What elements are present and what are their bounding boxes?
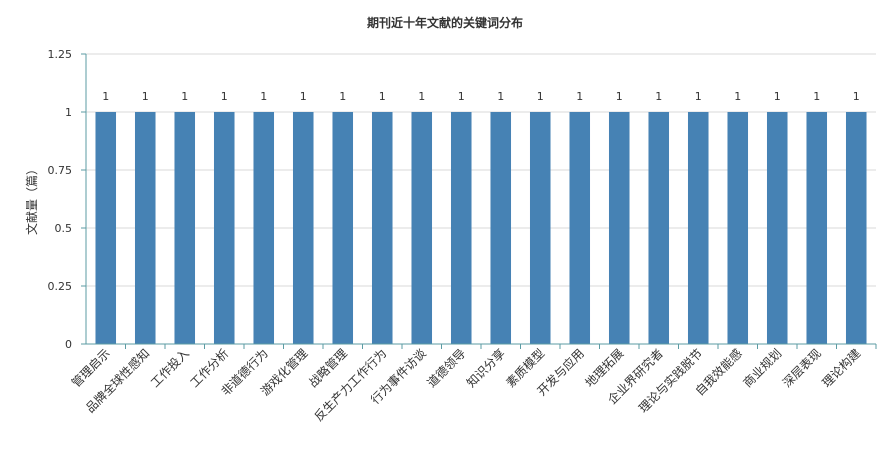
data-label: 1 (774, 90, 781, 103)
data-label: 1 (418, 90, 425, 103)
bar[interactable] (687, 112, 709, 344)
bar[interactable] (95, 112, 117, 344)
data-label: 1 (221, 90, 228, 103)
bar[interactable] (806, 112, 828, 344)
bar[interactable] (648, 112, 670, 344)
bar[interactable] (490, 112, 512, 344)
bar[interactable] (292, 112, 314, 344)
data-label: 1 (853, 90, 860, 103)
bar[interactable] (450, 112, 472, 344)
x-tick-label: 工作投入 (147, 346, 192, 391)
bar[interactable] (766, 112, 788, 344)
gridlines (86, 53, 876, 287)
data-label: 1 (695, 90, 702, 103)
y-tick-label: 1.25 (48, 48, 73, 61)
bar[interactable] (608, 112, 630, 344)
y-tick-label: 0.25 (48, 280, 73, 293)
bar[interactable] (332, 112, 354, 344)
y-axis-label: 文献量（篇） (24, 163, 39, 235)
y-tick-label: 0 (65, 338, 72, 351)
bar[interactable] (134, 112, 156, 344)
data-label: 1 (300, 90, 307, 103)
bar[interactable] (371, 112, 393, 344)
bar[interactable] (845, 112, 867, 344)
y-tick-label: 1 (65, 106, 72, 119)
x-tick-label: 商业规划 (740, 346, 785, 391)
y-tick-labels: 0 0.25 0.5 0.75 1 1.25 (48, 48, 86, 351)
x-tick-label: 深层表现 (780, 346, 824, 390)
bars (95, 112, 867, 344)
x-tick-label: 知识分享 (463, 346, 508, 391)
y-tick-label: 0.5 (55, 222, 73, 235)
bar[interactable] (529, 112, 551, 344)
data-label: 1 (616, 90, 623, 103)
data-label: 1 (813, 90, 820, 103)
data-label: 1 (142, 90, 149, 103)
x-tick-labels: 管理启示品牌全球性感知工作投入工作分析非道德行为游戏化管理战略管理反生产力工作行… (68, 346, 863, 424)
bar[interactable] (411, 112, 433, 344)
data-labels: 1 1 1 1 1 1 1 1 1 1 1 1 1 1 1 1 1 1 1 1 (102, 90, 860, 103)
data-label: 1 (379, 90, 386, 103)
bar[interactable] (213, 112, 235, 344)
data-label: 1 (537, 90, 544, 103)
axes (85, 54, 877, 349)
data-label: 1 (734, 90, 741, 103)
y-tick-label: 0.75 (48, 164, 73, 177)
x-tick-label: 理论构建 (819, 346, 864, 391)
chart-title: 期刊近十年文献的关键词分布 (367, 15, 523, 30)
x-tick-label: 反生产力工作行为 (312, 346, 390, 424)
bar[interactable] (727, 112, 749, 344)
data-label: 1 (655, 90, 662, 103)
bar[interactable] (569, 112, 591, 344)
data-label: 1 (181, 90, 188, 103)
bar[interactable] (253, 112, 275, 344)
data-label: 1 (102, 90, 109, 103)
data-label: 1 (260, 90, 267, 103)
data-label: 1 (497, 90, 504, 103)
data-label: 1 (339, 90, 346, 103)
data-label: 1 (458, 90, 465, 103)
data-label: 1 (576, 90, 583, 103)
bar[interactable] (174, 112, 196, 344)
x-tick-label: 道德领导 (424, 346, 469, 391)
